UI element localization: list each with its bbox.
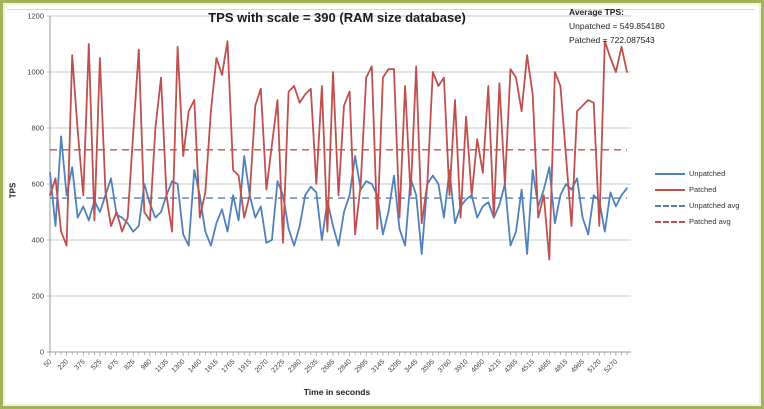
x-tick-label: 3145 — [370, 358, 386, 374]
legend-item-patched-avg: Patched avg — [655, 217, 739, 226]
x-tick-label: 1300 — [171, 358, 187, 374]
y-tick-label: 1200 — [27, 12, 44, 21]
x-tick-label: 4365 — [503, 358, 519, 374]
x-tick-label: 1615 — [204, 358, 220, 374]
x-tick-label: 1915 — [237, 358, 253, 374]
y-tick-label: 200 — [31, 292, 44, 301]
line-sample-icon — [655, 188, 685, 191]
x-tick-label: 4965 — [570, 358, 586, 374]
x-tick-label: 2225 — [270, 358, 286, 374]
legend-item-unpatched-avg: Unpatched avg — [655, 201, 739, 210]
patched-series-line — [49, 40, 628, 261]
y-axis-title: TPS — [8, 182, 18, 199]
y-tick-label: 400 — [31, 236, 44, 245]
x-tick-label: 2380 — [287, 358, 303, 374]
x-tick-label: 2995 — [354, 358, 370, 374]
x-tick-label: 2685 — [320, 358, 336, 374]
chart-area-top-border — [7, 9, 755, 10]
x-tick-label: 525 — [90, 358, 103, 371]
dashed-line-sample-icon — [655, 204, 685, 207]
chart-title: TPS with scale = 390 (RAM size database) — [208, 10, 466, 25]
line-sample-icon — [655, 172, 685, 175]
x-tick-label: 980 — [140, 358, 153, 371]
annotation-unpatched-avg: Unpatched = 549.854180 — [569, 21, 665, 31]
legend-item-patched: Patched — [655, 185, 739, 194]
annotation-patched-avg: Patched = 722.087543 — [569, 35, 655, 45]
x-tick-label: 675 — [107, 358, 120, 371]
x-tick-label: 4215 — [487, 358, 503, 374]
x-tick-label: 2070 — [254, 358, 270, 374]
x-tick-label: 4815 — [553, 358, 569, 374]
y-tick-label: 800 — [31, 124, 44, 133]
legend-item-unpatched: Unpatched — [655, 169, 739, 178]
x-tick-label: 3910 — [454, 358, 470, 374]
legend: Unpatched Patched Unpatched avg Patched … — [655, 169, 739, 233]
x-tick-label: 3295 — [387, 358, 403, 374]
x-tick-label: 3445 — [404, 358, 420, 374]
unpatched-series-line — [49, 135, 628, 255]
x-tick-label: 375 — [73, 358, 86, 371]
legend-label: Patched avg — [689, 217, 731, 226]
x-tick-label: 4665 — [537, 358, 553, 374]
legend-label: Unpatched — [689, 169, 726, 178]
x-tick-label: 3595 — [420, 358, 436, 374]
legend-label: Unpatched avg — [689, 201, 740, 210]
x-tick-label: 2840 — [337, 358, 353, 374]
x-tick-label: 1135 — [154, 358, 170, 374]
x-tick-label: 1460 — [187, 358, 203, 374]
y-tick-label: 1000 — [27, 68, 44, 77]
x-axis-title: Time in seconds — [303, 387, 371, 397]
average-tps-annotation: Average TPS: Unpatched = 549.854180 Patc… — [569, 5, 665, 47]
x-tick-label: 1765 — [221, 358, 237, 374]
y-tick-label: 0 — [40, 348, 44, 357]
x-tick-label: 50 — [43, 358, 54, 369]
x-tick-label: 5120 — [587, 358, 603, 374]
legend-label: Patched — [689, 185, 717, 194]
x-tick-label: 5270 — [603, 358, 619, 374]
x-tick-label: 3760 — [437, 358, 453, 374]
x-tick-label: 4515 — [520, 358, 536, 374]
x-tick-label: 220 — [57, 358, 70, 371]
plot-area: 0 200 400 600 800 1000 1200 50 220 375 525 675 825 98… — [27, 12, 631, 374]
x-tick-label: 4060 — [470, 358, 486, 374]
dashed-line-sample-icon — [655, 220, 685, 223]
annotation-heading: Average TPS: — [569, 7, 624, 17]
x-tick-label: 2535 — [304, 358, 320, 374]
x-tick-label: 825 — [123, 358, 136, 371]
y-tick-label: 600 — [31, 180, 44, 189]
